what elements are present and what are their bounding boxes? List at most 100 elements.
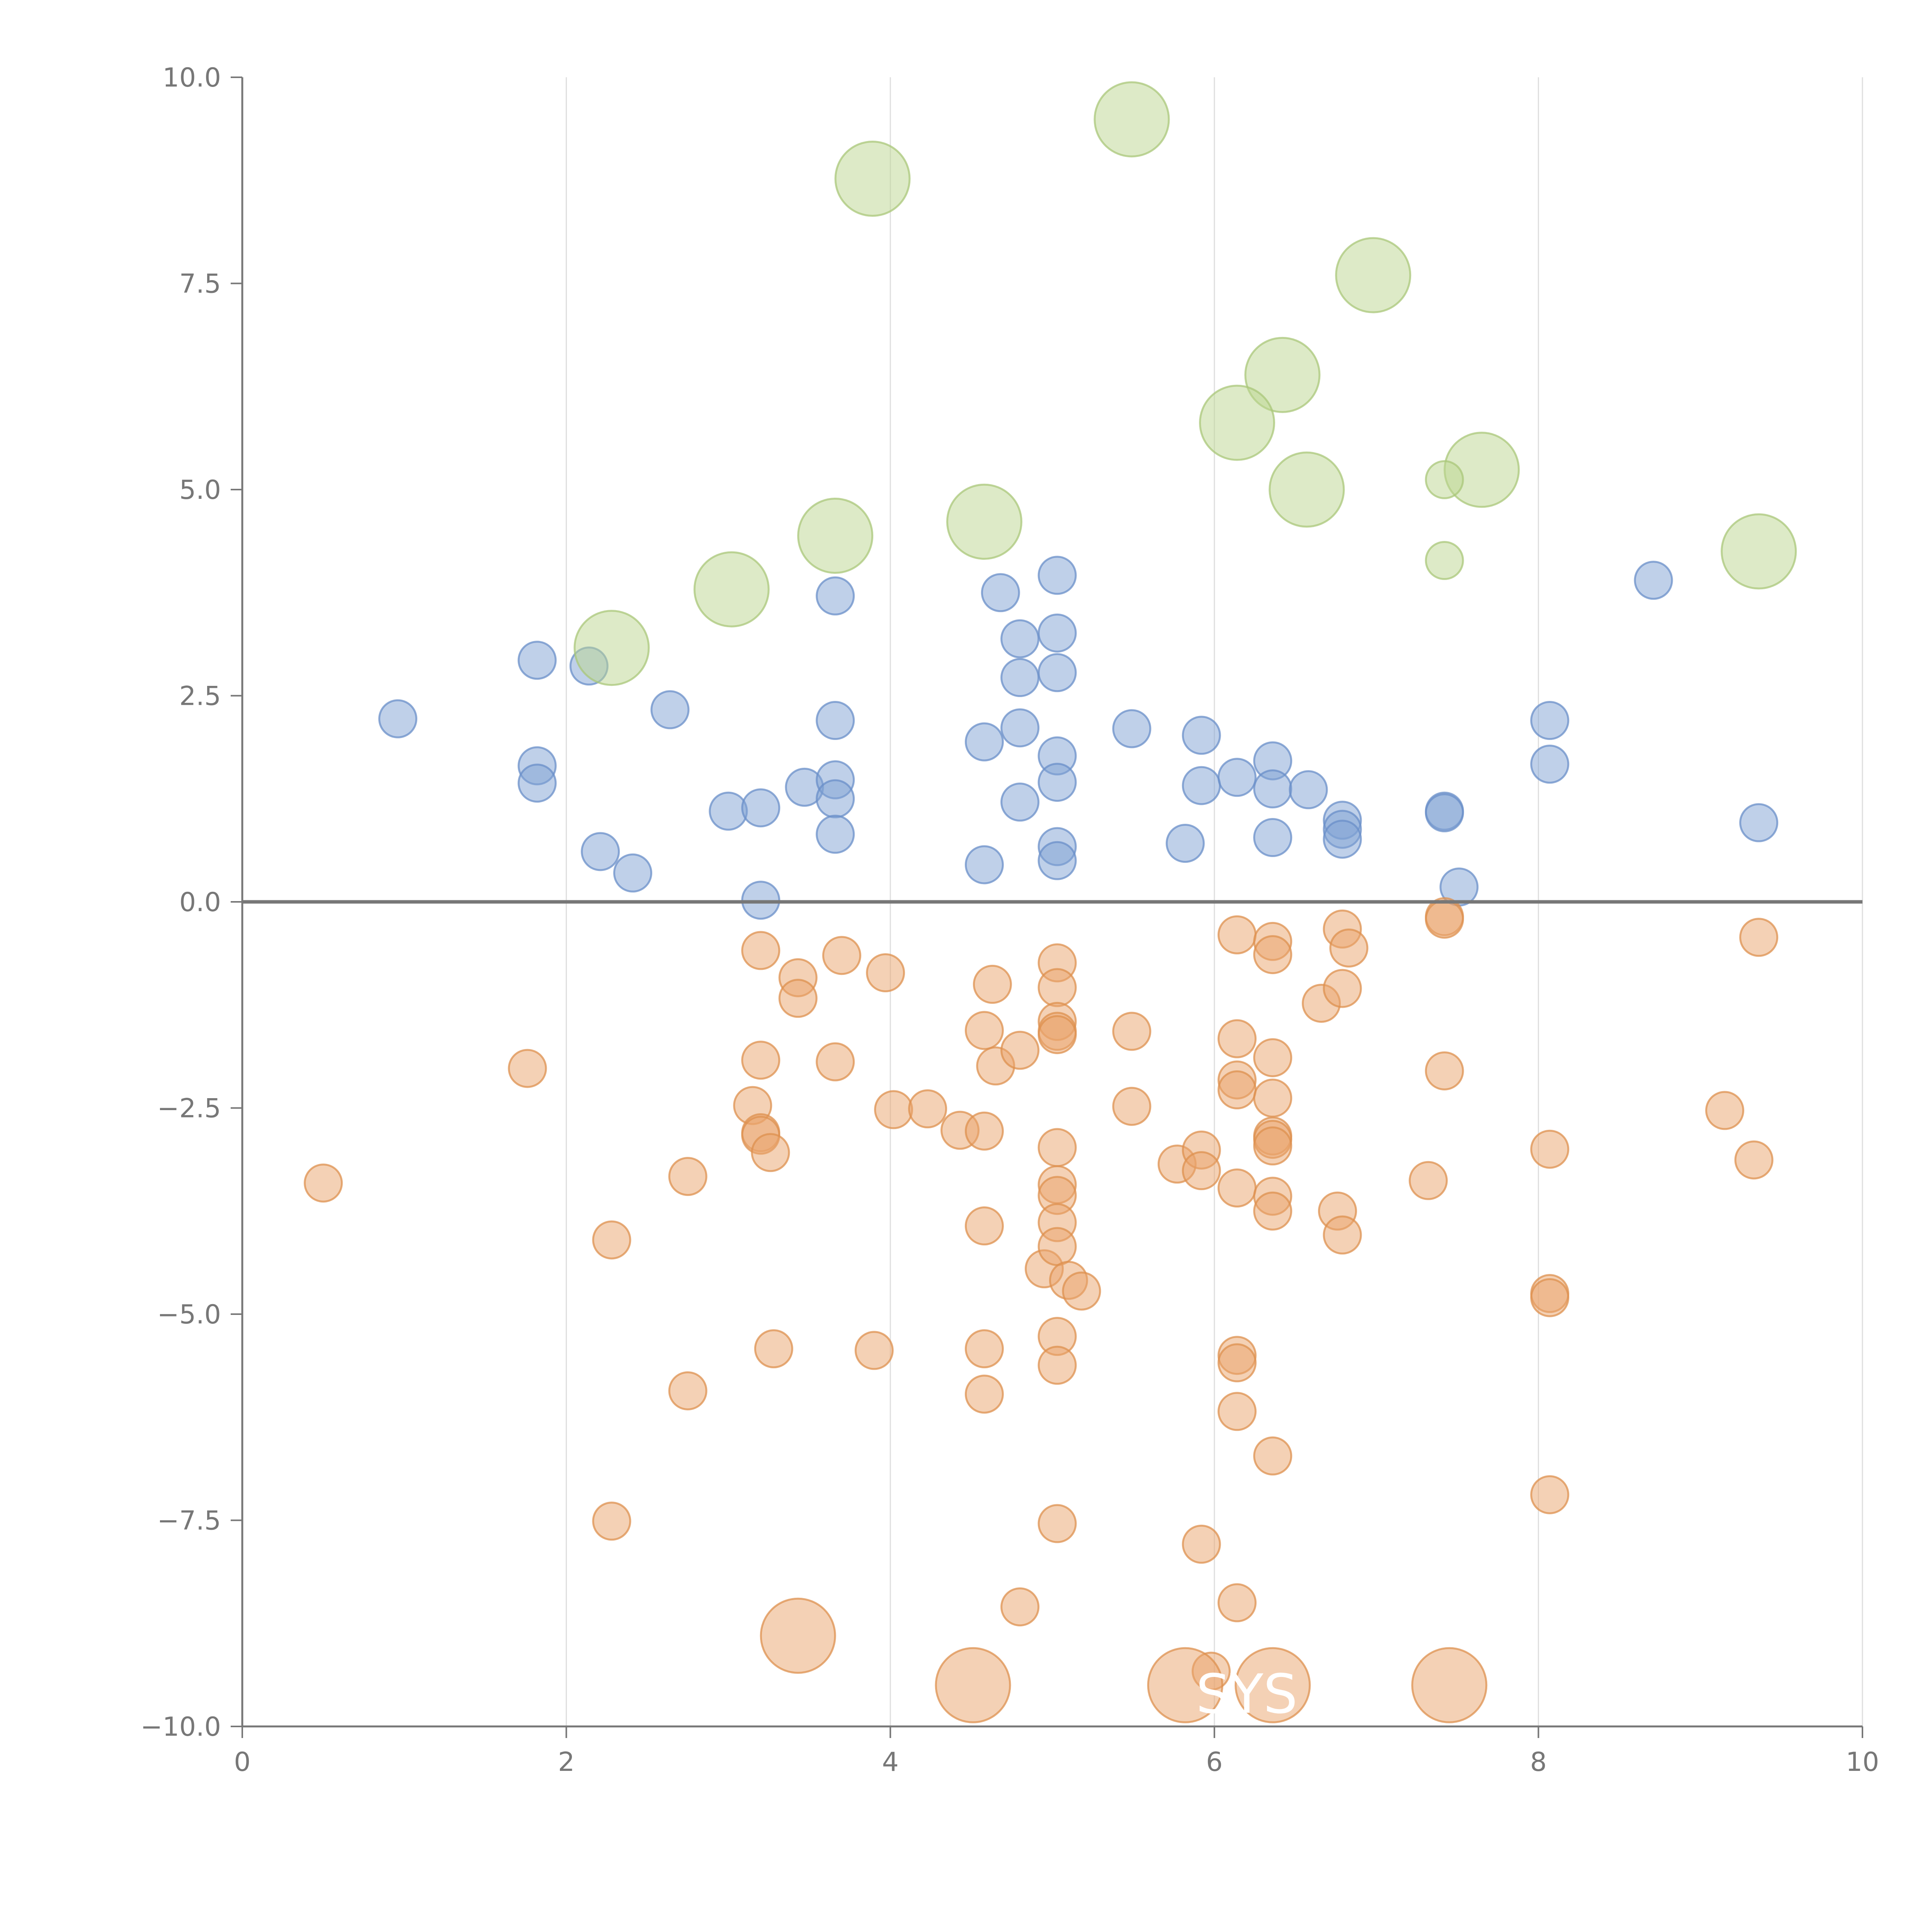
x-tick-label: 2 — [558, 1747, 575, 1777]
negative-point — [1253, 1191, 1293, 1231]
x-tick-label: 6 — [1206, 1747, 1223, 1777]
y-tick-label: −2.5 — [157, 1094, 221, 1124]
positive-point — [1037, 653, 1077, 692]
positive-point — [1000, 708, 1040, 748]
negative-point — [964, 1111, 1004, 1151]
positive-point — [1112, 709, 1151, 748]
negative-point — [964, 1011, 1004, 1050]
negative-point — [1000, 1587, 1040, 1627]
negative-point — [1253, 935, 1293, 975]
negative-point — [1253, 1038, 1293, 1077]
x-tick-label: 10 — [1846, 1747, 1879, 1777]
negative-point — [1182, 1151, 1221, 1190]
positive-point — [1530, 701, 1570, 740]
y-tick-label: −7.5 — [157, 1506, 221, 1536]
green-point — [946, 483, 1022, 560]
negative-point — [816, 1042, 855, 1082]
y-tick-label: 7.5 — [179, 269, 221, 299]
negative-point — [1329, 929, 1369, 968]
negative-point — [935, 1647, 1011, 1723]
negative-point — [964, 1329, 1004, 1369]
green-point — [834, 140, 911, 217]
green-point — [1244, 337, 1321, 413]
positive-point — [1037, 841, 1077, 880]
negative-point — [964, 1206, 1004, 1246]
negative-point — [1000, 1031, 1040, 1070]
positive-point — [1000, 619, 1040, 658]
positive-point — [1037, 613, 1077, 653]
negative-point — [760, 1597, 836, 1674]
negative-point — [1218, 1583, 1257, 1622]
positive-point — [964, 722, 1004, 762]
negative-point — [741, 931, 781, 970]
positive-point — [981, 573, 1020, 612]
positive-point — [1000, 658, 1040, 697]
negative-point — [1182, 1524, 1221, 1564]
positive-point — [816, 576, 855, 616]
negative-point — [973, 964, 1012, 1004]
negative-point — [668, 1371, 707, 1410]
negative-point — [822, 936, 861, 975]
y-tick-label: −5.0 — [157, 1299, 221, 1330]
positive-point — [613, 853, 653, 893]
negative-point — [1218, 915, 1257, 954]
negative-point — [1408, 1161, 1448, 1200]
negative-point — [1425, 1051, 1464, 1090]
negative-point — [751, 1133, 790, 1172]
negative-point — [1218, 1168, 1257, 1208]
green-point — [1335, 237, 1412, 313]
negative-point — [1037, 1015, 1077, 1054]
green-point — [1269, 451, 1345, 528]
negative-point — [754, 1329, 793, 1369]
negative-point — [874, 1090, 913, 1129]
green-point — [693, 551, 770, 628]
positive-point — [1037, 556, 1077, 595]
y-tick-label: 10.0 — [163, 63, 221, 93]
negative-point — [1112, 1012, 1151, 1051]
green-point — [797, 498, 874, 574]
negative-point — [1253, 1436, 1293, 1476]
negative-point — [866, 953, 905, 993]
positive-point — [517, 641, 557, 680]
x-tick-label: 8 — [1530, 1747, 1547, 1777]
negative-point — [741, 1041, 781, 1080]
positive-point — [517, 764, 557, 803]
green-point — [1425, 460, 1464, 499]
negative-point — [1425, 900, 1464, 939]
negative-point — [1530, 1475, 1570, 1514]
green-point — [1199, 384, 1276, 461]
positive-point — [1425, 793, 1464, 833]
negative-point — [1411, 1647, 1488, 1723]
positive-point — [1323, 820, 1362, 859]
negative-point — [1235, 1647, 1311, 1723]
positive-point — [741, 788, 781, 828]
negative-point — [1739, 918, 1779, 957]
negative-point — [1037, 1504, 1077, 1543]
negative-point — [908, 1089, 947, 1129]
positive-point — [709, 791, 748, 831]
negative-point — [1323, 969, 1362, 1008]
green-point — [1425, 541, 1464, 580]
negative-point — [1147, 1647, 1223, 1723]
positive-point — [1739, 803, 1779, 842]
y-tick-label: −10.0 — [141, 1712, 221, 1742]
negative-point — [592, 1502, 631, 1541]
y-tick-label: 5.0 — [179, 475, 221, 505]
annotation-label: SYS — [1196, 1663, 1298, 1726]
green-point — [573, 610, 650, 686]
negative-point — [508, 1049, 547, 1088]
annotation-layer: SYS — [242, 900, 1862, 1726]
negative-point — [1253, 1078, 1293, 1118]
negative-point — [1037, 1345, 1077, 1385]
negative-point — [1705, 1091, 1745, 1130]
positive-point — [1634, 561, 1673, 600]
x-tick-label: 4 — [882, 1747, 899, 1777]
negative-point — [1112, 1087, 1151, 1126]
negative-point — [964, 1374, 1004, 1414]
positive-point — [1182, 766, 1221, 805]
y-tick-label: 2.5 — [179, 681, 221, 712]
positive-point — [1000, 782, 1040, 822]
x-tick-label: 0 — [234, 1747, 250, 1777]
positive-point — [816, 779, 855, 818]
